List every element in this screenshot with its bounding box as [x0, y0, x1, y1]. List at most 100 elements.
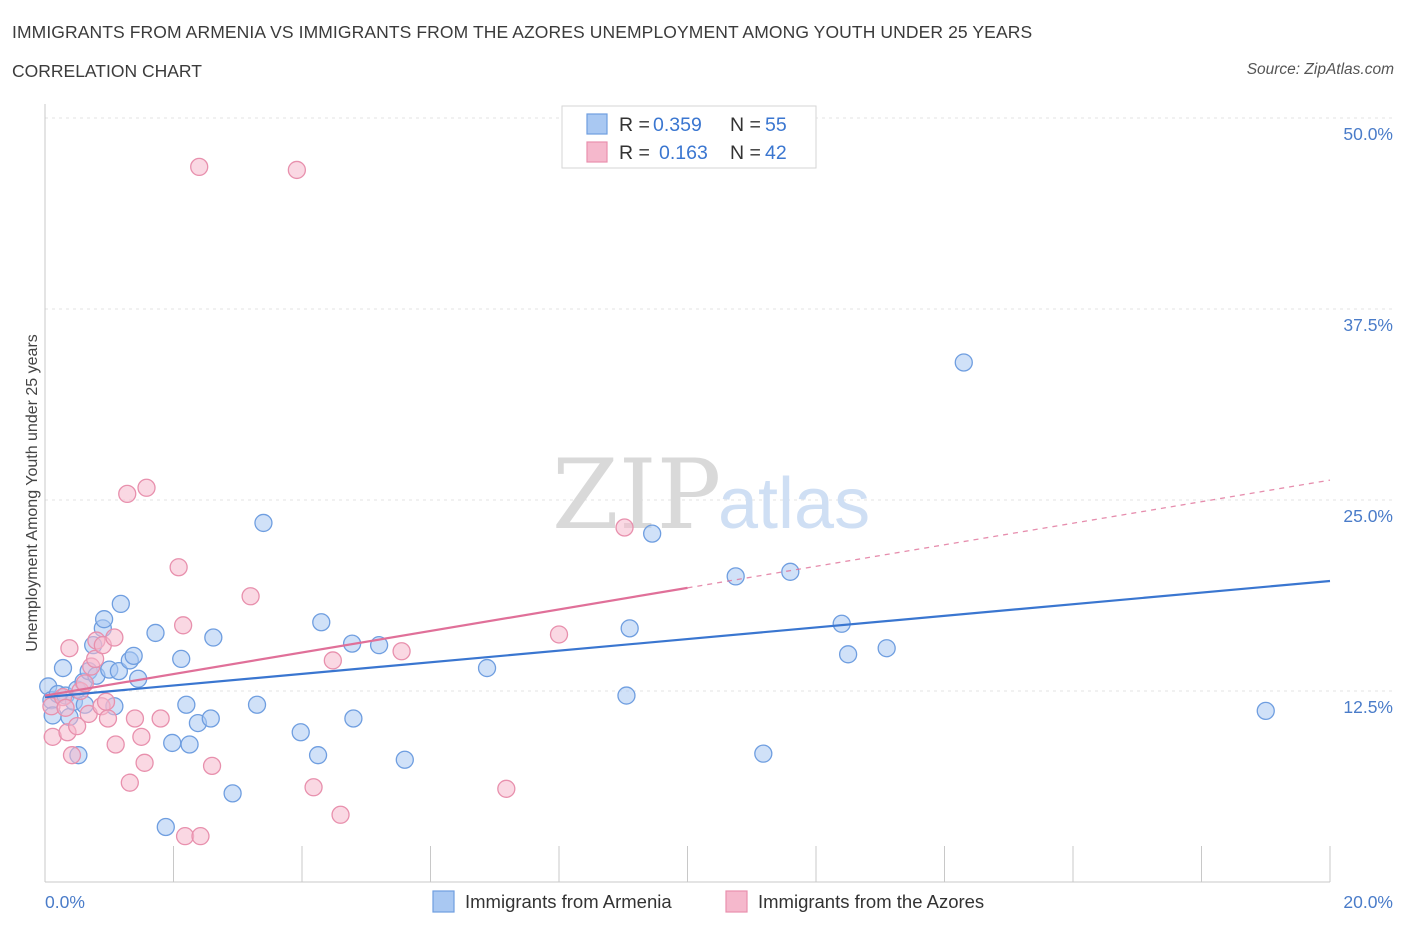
- data-point: [146, 623, 165, 643]
- data-point: [620, 619, 639, 638]
- data-point: [191, 827, 210, 846]
- trend-lines: [44, 479, 1331, 699]
- legend-n-value: 42: [765, 142, 787, 164]
- data-point: [53, 658, 73, 678]
- legend-n-value: 55: [765, 114, 787, 136]
- data-point: [180, 735, 199, 754]
- data-point: [549, 625, 569, 644]
- y-axis-label: Unemployment Among Youth under 25 years: [24, 334, 41, 652]
- data-point: [62, 746, 82, 765]
- data-points: [39, 157, 1275, 846]
- y-tick-label: 25.0%: [1343, 506, 1393, 526]
- data-point: [617, 686, 636, 705]
- data-point: [163, 733, 182, 753]
- data-point: [190, 157, 209, 177]
- y-tick-label: 12.5%: [1343, 697, 1393, 717]
- data-point: [838, 645, 858, 664]
- chart-source: Source: ZipAtlas.com: [1246, 61, 1394, 78]
- data-point: [137, 478, 156, 497]
- trend-line-armenia: [44, 579, 1331, 699]
- data-point: [96, 692, 116, 711]
- legend-swatch: [586, 141, 608, 163]
- legend-stats: R = 0.359 N = 55 R = 0.163 N = 42: [561, 105, 817, 169]
- legend-r-label: R =: [619, 114, 650, 136]
- data-point: [85, 649, 105, 669]
- data-point: [344, 709, 363, 728]
- data-point: [877, 639, 896, 658]
- gridlines: [45, 117, 1392, 692]
- data-point: [312, 613, 331, 632]
- watermark-atlas: atlas: [718, 464, 870, 544]
- data-point: [202, 756, 222, 776]
- data-point: [477, 658, 497, 678]
- legend-r-value: 0.359: [653, 114, 702, 136]
- data-point: [331, 805, 350, 824]
- chart-title: IMMIGRANTS FROM ARMENIA VS IMMIGRANTS FR…: [12, 22, 1033, 42]
- data-point: [172, 649, 191, 669]
- data-point: [173, 616, 193, 635]
- data-point: [287, 160, 307, 180]
- data-point: [201, 709, 220, 728]
- data-point: [781, 562, 800, 581]
- data-point: [1256, 701, 1275, 721]
- data-point: [120, 773, 139, 792]
- legend-n-label: N =: [730, 114, 761, 136]
- data-point: [308, 746, 328, 765]
- data-point: [177, 695, 196, 714]
- y-tick-label: 50.0%: [1343, 124, 1393, 144]
- legend-series: Immigrants from Armenia Immigrants from t…: [432, 890, 984, 913]
- data-point: [118, 484, 137, 504]
- data-point: [106, 735, 125, 754]
- data-point: [151, 709, 170, 728]
- data-point: [954, 353, 973, 372]
- y-tick-label: 37.5%: [1343, 315, 1393, 335]
- legend-series-swatch: [432, 890, 455, 913]
- data-point: [247, 695, 267, 714]
- trend-line-azores-extension: [687, 479, 1331, 589]
- x-tick-labels: 0.0% 20.0%: [45, 892, 1393, 912]
- data-point: [323, 651, 342, 670]
- data-point: [615, 518, 634, 537]
- data-point: [204, 628, 223, 647]
- legend-n-label: N =: [730, 142, 761, 164]
- data-point: [156, 817, 175, 837]
- legend-series-swatch: [725, 890, 748, 913]
- data-point: [135, 753, 154, 772]
- data-point: [241, 587, 260, 606]
- chart-subtitle: CORRELATION CHART: [12, 61, 202, 81]
- data-point: [726, 567, 745, 586]
- legend-r-value: 0.163: [659, 142, 708, 164]
- data-point: [175, 827, 195, 846]
- trend-line-azores: [44, 586, 688, 697]
- x-tick-label: 20.0%: [1343, 892, 1393, 912]
- data-point: [132, 727, 151, 746]
- legend-series-label: Immigrants from the Azores: [758, 891, 984, 912]
- watermark: ZIP atlas: [552, 439, 870, 551]
- data-point: [304, 778, 323, 797]
- axes: [44, 104, 1331, 883]
- data-point: [223, 784, 242, 803]
- data-point: [254, 513, 273, 533]
- watermark-zip: ZIP: [552, 439, 721, 551]
- data-point: [94, 610, 114, 629]
- legend-r-label: R =: [619, 142, 650, 164]
- data-point: [392, 642, 411, 661]
- data-point: [754, 744, 773, 763]
- y-tick-labels: 12.5% 25.0% 37.5% 50.0%: [1343, 124, 1393, 717]
- data-point: [105, 628, 124, 647]
- data-point: [125, 709, 145, 728]
- data-point: [169, 558, 188, 577]
- x-tick-label: 0.0%: [45, 892, 85, 912]
- legend-series-label: Immigrants from Armenia: [465, 891, 672, 912]
- data-point: [111, 594, 130, 614]
- data-point: [497, 779, 516, 798]
- legend-swatch: [586, 113, 608, 135]
- data-point: [643, 524, 662, 543]
- data-point: [109, 661, 129, 681]
- data-point: [60, 639, 79, 658]
- data-point: [124, 646, 143, 666]
- data-point: [56, 698, 75, 717]
- data-point: [67, 716, 87, 736]
- data-point: [395, 750, 414, 769]
